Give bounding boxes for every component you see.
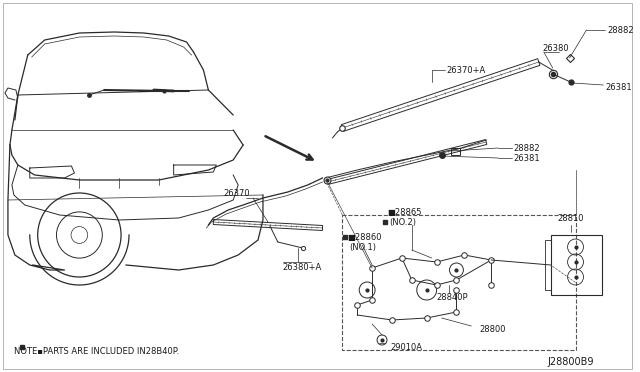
- Text: 28882: 28882: [607, 26, 634, 35]
- Text: NOTE▪PARTS ARE INCLUDED IN28B40P.: NOTE▪PARTS ARE INCLUDED IN28B40P.: [14, 347, 179, 356]
- Text: 26370: 26370: [223, 189, 250, 198]
- Bar: [342, 215, 575, 350]
- Text: 28810: 28810: [557, 214, 584, 222]
- Text: J28800B9: J28800B9: [548, 357, 595, 367]
- Bar: [451, 148, 460, 155]
- Text: 28882: 28882: [513, 144, 540, 153]
- Text: (NO.2): (NO.2): [389, 218, 416, 227]
- Text: 26381: 26381: [605, 83, 632, 92]
- Text: ■28865: ■28865: [387, 208, 422, 217]
- Bar: [551, 235, 602, 295]
- Text: (NO.1): (NO.1): [349, 243, 376, 251]
- Text: 28840P: 28840P: [436, 294, 468, 302]
- Text: 28800: 28800: [479, 326, 506, 334]
- Text: 26380: 26380: [543, 44, 570, 52]
- Text: 26380+A: 26380+A: [283, 263, 322, 272]
- Text: 26370+A: 26370+A: [447, 65, 486, 74]
- Text: 29010A: 29010A: [390, 343, 422, 353]
- Bar: [545, 240, 551, 290]
- Text: ■28860: ■28860: [348, 232, 382, 241]
- Text: 26381: 26381: [513, 154, 540, 163]
